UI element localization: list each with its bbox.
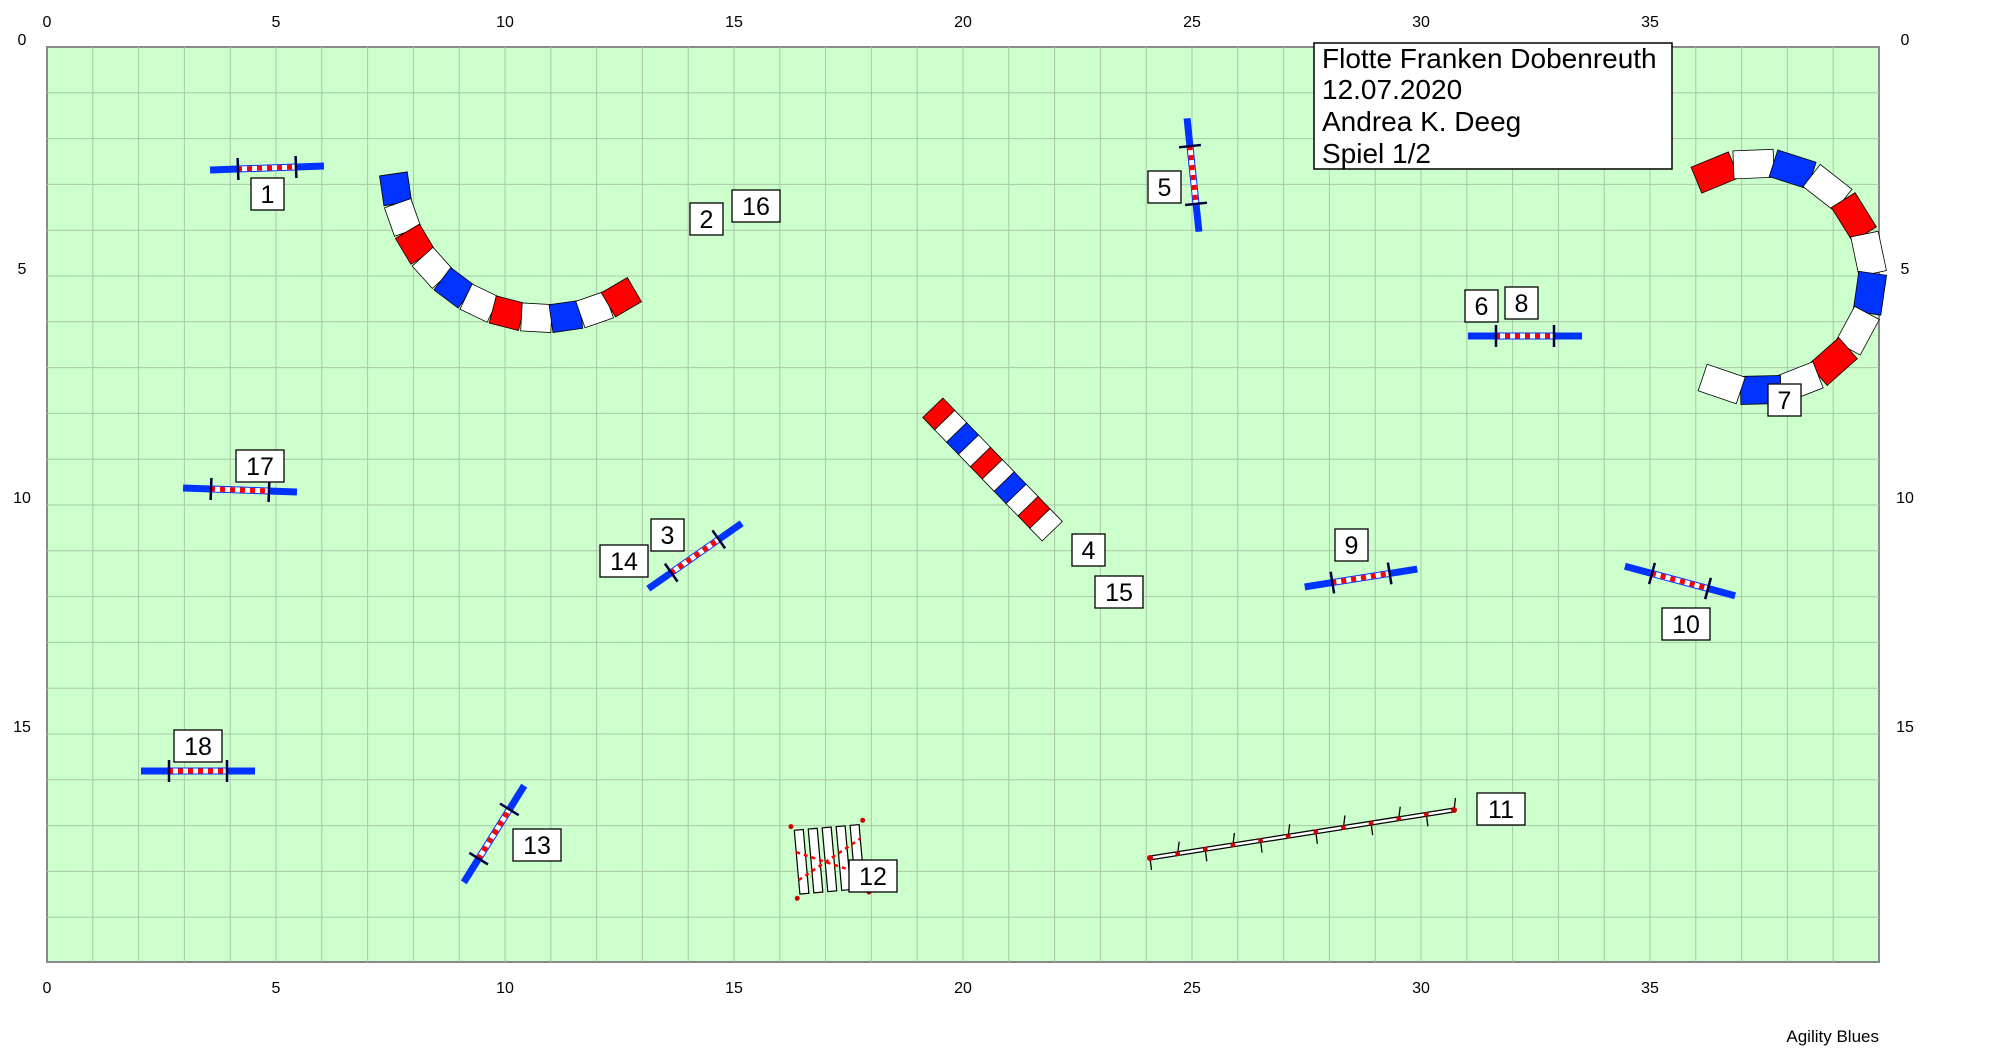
y-axis-right: 0 5 10 15: [1896, 32, 1914, 736]
x-tick-bottom: 20: [954, 980, 972, 997]
y-tick-right: 5: [1901, 261, 1910, 278]
number-text: 9: [1345, 532, 1359, 560]
x-tick-top: 15: [725, 14, 743, 31]
weave-pole-base: [1175, 851, 1181, 857]
number-text: 7: [1778, 387, 1792, 415]
number-text: 4: [1082, 537, 1096, 565]
number-text: 14: [610, 548, 638, 576]
tunnel-obstacle: [379, 171, 643, 334]
x-axis-bottom: 0 5 10 15 20 25 30 35: [43, 980, 1659, 997]
x-tick-bottom: 0: [43, 980, 52, 997]
weave-pole-base: [1423, 811, 1429, 817]
field-grid: [47, 47, 1879, 962]
y-tick-left: 5: [18, 261, 27, 278]
x-tick-bottom: 10: [496, 980, 514, 997]
weave-pole-base: [1202, 846, 1208, 852]
course-info-box: Flotte Franken Dobenreuth 12.07.2020 And…: [1313, 42, 1673, 170]
number-label: 3: [650, 518, 685, 552]
x-tick-top: 25: [1183, 14, 1201, 31]
number-text: 13: [523, 832, 551, 860]
weave-pole-base: [1285, 833, 1291, 839]
weave-pole-base: [1341, 825, 1346, 830]
tunnel-segment: [1732, 148, 1775, 180]
x-tick-bottom: 25: [1183, 980, 1201, 997]
number-label: 18: [173, 729, 223, 763]
x-tick-top: 30: [1412, 14, 1430, 31]
x-tick-top: 10: [496, 14, 514, 31]
number-label: 11: [1476, 792, 1526, 826]
x-tick-bottom: 15: [725, 980, 743, 997]
footer-credit: Agility Blues: [1786, 1027, 1879, 1046]
number-label: 9: [1334, 528, 1369, 562]
number-text: 2: [700, 206, 714, 234]
y-tick-left: 0: [18, 32, 27, 49]
x-axis-top: 0 5 10 15 20 25 30 35: [43, 14, 1659, 31]
x-tick-bottom: 5: [272, 980, 281, 997]
x-tick-top: 35: [1641, 14, 1659, 31]
weave-pole-base: [1368, 820, 1374, 826]
tunnel-segment: [1029, 508, 1063, 542]
number-label: 5: [1147, 170, 1182, 204]
x-tick-bottom: 35: [1641, 980, 1659, 997]
x-tick-top: 5: [272, 14, 281, 31]
tunnel-segment: [1697, 363, 1746, 405]
y-axis-left: 0 5 10 15: [13, 32, 31, 736]
number-text: 10: [1672, 611, 1700, 639]
obstacles: [141, 117, 1738, 901]
x-tick-top: 0: [43, 14, 52, 31]
number-text: 12: [859, 863, 887, 891]
number-label: 15: [1094, 575, 1144, 609]
number-label: 8: [1504, 286, 1539, 320]
y-tick-left: 15: [13, 719, 31, 736]
tunnel-segment: [600, 276, 643, 318]
number-label: 17: [235, 449, 285, 483]
weave-pole-base: [1313, 829, 1319, 835]
number-text: 6: [1475, 293, 1489, 321]
number-label: 4: [1071, 533, 1106, 567]
weave-pole-base: [1396, 816, 1402, 822]
number-label: 6: [1464, 289, 1499, 323]
number-text: 11: [1488, 796, 1514, 824]
number-text: 1: [261, 181, 275, 209]
number-label: 7: [1767, 383, 1802, 417]
number-label: 10: [1661, 607, 1711, 641]
number-label: 16: [731, 189, 781, 223]
tunnel-segment: [520, 302, 553, 334]
number-text: 3: [661, 522, 675, 550]
number-label: 1: [250, 177, 285, 211]
number-text: 8: [1515, 290, 1529, 318]
x-tick-top: 20: [954, 14, 972, 31]
obstacle-numbers: 1 2 16 3 14 4 15 5 6 8 7 9 10 11 12 13 1…: [173, 170, 1802, 893]
number-text: 16: [742, 193, 770, 221]
weave-poles-obstacle: [1147, 797, 1457, 871]
y-tick-left: 10: [13, 490, 31, 507]
long-jump-obstacle: [788, 817, 872, 901]
weave-pole-base: [1258, 838, 1263, 843]
number-label: 12: [848, 859, 898, 893]
number-text: 5: [1158, 174, 1172, 202]
y-tick-right: 15: [1896, 719, 1914, 736]
number-text: 15: [1105, 579, 1133, 607]
y-tick-right: 0: [1901, 32, 1910, 49]
weave-pole-base: [1230, 842, 1236, 848]
number-text: 17: [246, 453, 274, 481]
x-tick-bottom: 30: [1412, 980, 1430, 997]
club-name: Flotte Franken Dobenreuth: [1322, 43, 1657, 74]
number-label: 2: [689, 202, 724, 236]
course-date: 12.07.2020: [1322, 74, 1462, 105]
y-tick-right: 10: [1896, 490, 1914, 507]
number-text: 18: [184, 733, 212, 761]
number-label: 13: [512, 828, 562, 862]
run-name: Spiel 1/2: [1322, 138, 1431, 169]
tunnel-obstacle: [922, 397, 1063, 542]
number-label: 14: [599, 544, 649, 578]
judge-name: Andrea K. Deeg: [1322, 106, 1521, 137]
